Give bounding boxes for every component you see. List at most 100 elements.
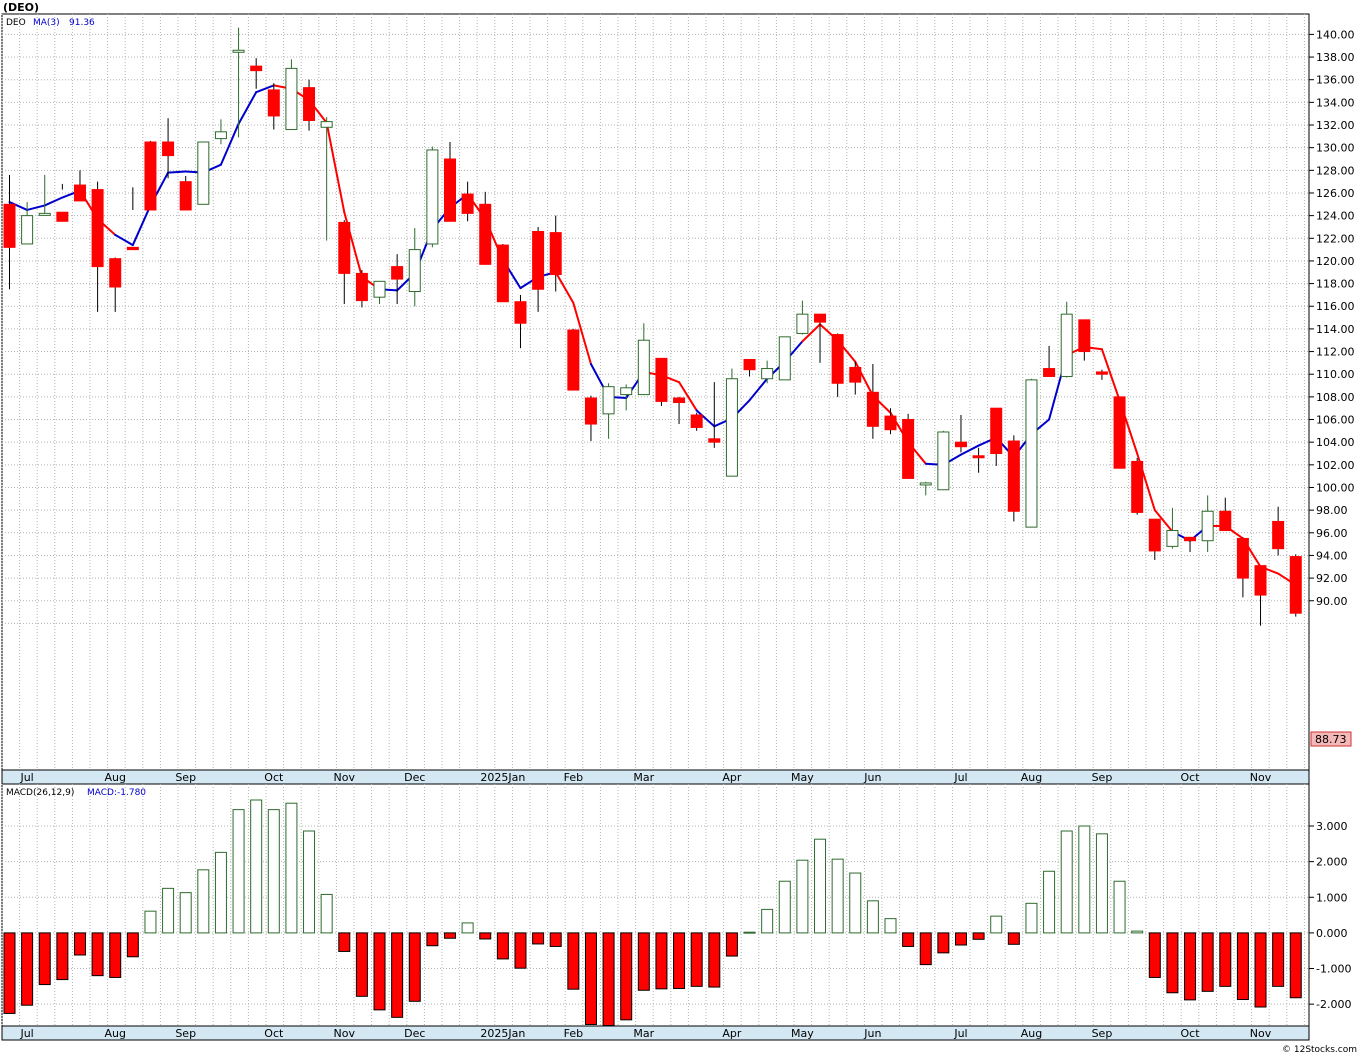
price-tick-label: 98.00: [1316, 504, 1348, 517]
candle-body: [496, 244, 509, 303]
macd-bar: [814, 838, 827, 934]
candle: [1236, 537, 1249, 598]
candle: [990, 407, 1003, 466]
macd-legend-value: MACD:-1.780: [87, 788, 146, 798]
candle: [56, 183, 69, 222]
price-tick-label: 128.00: [1316, 164, 1355, 177]
candle-body: [796, 313, 809, 334]
candle-body: [1113, 396, 1126, 469]
candle: [1043, 345, 1056, 377]
candle-body: [778, 336, 791, 381]
candle: [21, 202, 34, 245]
macd-month-label: Oct: [1181, 1027, 1201, 1040]
macd-bar: [144, 910, 157, 934]
candle-body: [56, 211, 69, 222]
candle-body: [884, 415, 897, 431]
candle: [1007, 435, 1020, 522]
ma3-segment: [114, 233, 134, 247]
price-tick-label: 110.00: [1316, 368, 1355, 381]
macd-month-label: May: [791, 1027, 814, 1040]
candle: [444, 142, 456, 222]
candle: [637, 323, 650, 396]
macd-month-label: Aug: [104, 1027, 125, 1040]
candle: [285, 59, 298, 131]
candle-body: [1007, 440, 1020, 512]
price-tick-label: 138.00: [1316, 51, 1355, 64]
macd-tick-label: 0.000: [1316, 927, 1348, 940]
macd-bar: [1078, 825, 1091, 934]
macd-month-label: Jul: [953, 1027, 967, 1040]
candle: [355, 270, 368, 308]
price-tick-label: 130.00: [1316, 142, 1355, 155]
candle: [461, 181, 474, 222]
candle: [197, 141, 210, 205]
price-tick-label: 136.00: [1316, 74, 1355, 87]
candle: [567, 328, 580, 391]
price-month-label: Mar: [633, 771, 654, 784]
macd-bar: [285, 802, 298, 934]
ma3-segment: [695, 409, 716, 428]
macd-bar: [849, 872, 862, 934]
candle: [796, 300, 809, 335]
candle: [408, 228, 421, 307]
ma3-segment: [8, 201, 29, 211]
macd-month-label: Apr: [722, 1027, 742, 1040]
candle-body: [743, 358, 756, 371]
macd-tick-label: -1.000: [1316, 963, 1351, 976]
macd-bar: [1289, 932, 1302, 999]
candle: [250, 58, 263, 89]
macd-bar: [214, 851, 227, 934]
candle: [1078, 319, 1091, 361]
price-tick-label: 114.00: [1316, 323, 1355, 336]
candle-body: [1272, 520, 1285, 550]
candle-body: [866, 391, 879, 427]
ma3-segment: [678, 381, 698, 412]
macd-bar: [637, 932, 650, 991]
macd-bar: [3, 932, 16, 1014]
price-tick-label: 134.00: [1316, 96, 1355, 109]
macd-bar: [778, 880, 791, 934]
candle-body: [303, 87, 316, 121]
candle-body: [902, 419, 915, 479]
candle: [1166, 507, 1179, 549]
candle: [831, 333, 844, 397]
macd-bar: [655, 932, 668, 990]
ma3-segment: [255, 84, 275, 94]
macd-bar: [38, 932, 51, 986]
macd-month-label: Oct: [264, 1027, 284, 1040]
macd-month-label: Nov: [334, 1027, 356, 1040]
candle-body: [584, 397, 597, 425]
macd-bar: [937, 932, 950, 954]
macd-bar: [56, 932, 69, 981]
macd-bar: [391, 932, 404, 1018]
candle-body: [3, 203, 16, 248]
chart-title: (DEO): [3, 1, 39, 14]
candle-body: [1289, 556, 1302, 614]
macd-bar: [408, 932, 421, 1002]
price-tick-label: 120.00: [1316, 255, 1355, 268]
ma3-segment: [801, 323, 822, 343]
macd-month-label: Aug: [1021, 1027, 1042, 1040]
macd-tick-label: -2.000: [1316, 998, 1351, 1011]
candle: [179, 175, 192, 211]
candle: [320, 117, 333, 241]
candle-body: [673, 397, 686, 404]
price-tick-label: 140.00: [1316, 28, 1355, 41]
price-tick-label: 100.00: [1316, 481, 1355, 494]
price-tick-label: 124.00: [1316, 210, 1355, 223]
candle-body: [479, 203, 492, 265]
candle-body: [549, 232, 562, 276]
candle: [884, 408, 897, 435]
macd-bar: [267, 809, 280, 934]
macd-bar: [761, 908, 774, 934]
macd-bar: [338, 932, 351, 952]
macd-bar: [1236, 932, 1249, 1001]
price-tick-label: 94.00: [1316, 549, 1348, 562]
candle: [109, 257, 122, 312]
macd-bar: [355, 932, 368, 997]
candle-body: [1201, 510, 1214, 542]
candle-body: [1219, 510, 1232, 532]
candle: [267, 83, 280, 130]
macd-bar: [1254, 932, 1267, 1008]
candle-body: [1184, 536, 1197, 542]
